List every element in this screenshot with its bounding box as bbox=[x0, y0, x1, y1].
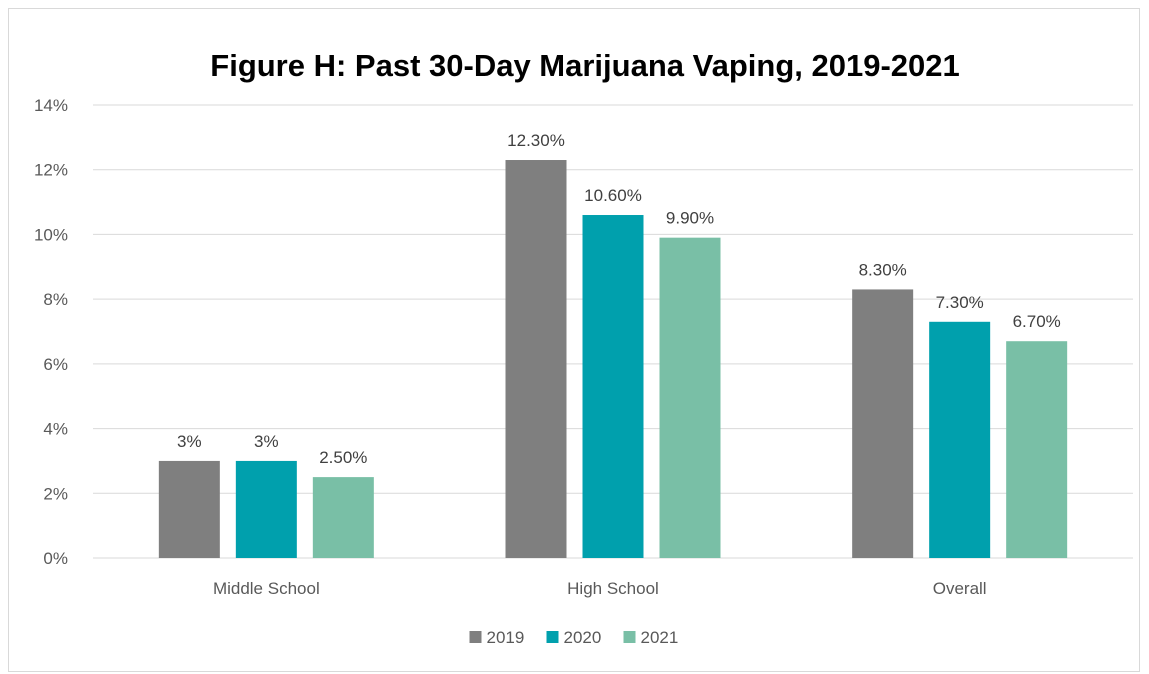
y-tick-label: 0% bbox=[43, 549, 68, 568]
data-label: 6.70% bbox=[1013, 312, 1061, 331]
y-axis-ticks: 0% 2% 4% 6% 8% 10% 12% 14% bbox=[34, 96, 68, 568]
data-label: 8.30% bbox=[859, 260, 907, 279]
y-tick-label: 2% bbox=[43, 484, 68, 503]
chart-title: Figure H: Past 30-Day Marijuana Vaping, … bbox=[210, 48, 959, 83]
data-label: 3% bbox=[177, 432, 202, 451]
y-tick-label: 12% bbox=[34, 161, 68, 180]
y-tick-label: 6% bbox=[43, 355, 68, 374]
bar-2021-middle-school bbox=[312, 477, 374, 558]
bar-2020-overall bbox=[929, 321, 991, 558]
bars bbox=[158, 160, 1068, 558]
bar-2020-high-school bbox=[582, 215, 644, 558]
data-label: 3% bbox=[254, 432, 279, 451]
bar-2021-overall bbox=[1006, 341, 1068, 558]
legend: 2019 2020 2021 bbox=[469, 628, 679, 647]
bar-2020-middle-school bbox=[235, 460, 297, 558]
data-labels: 3% 3% 2.50% 12.30% 10.60% 9.90% 8.30% 7.30% 6.70… bbox=[177, 131, 1061, 467]
category-label: Overall bbox=[933, 579, 987, 598]
legend-label-2021: 2021 bbox=[641, 628, 679, 647]
legend-swatch-2020 bbox=[546, 631, 559, 643]
data-label: 10.60% bbox=[584, 186, 642, 205]
category-label: Middle School bbox=[213, 579, 320, 598]
data-label: 7.30% bbox=[936, 293, 984, 312]
bar-2019-overall bbox=[852, 289, 914, 558]
category-labels: Middle School High School Overall bbox=[213, 579, 987, 598]
bar-2019-high-school bbox=[505, 160, 567, 558]
data-label: 9.90% bbox=[666, 209, 714, 228]
data-label: 12.30% bbox=[507, 131, 565, 150]
legend-swatch-2019 bbox=[469, 631, 482, 643]
data-label: 2.50% bbox=[319, 448, 367, 467]
bar-2021-high-school bbox=[659, 237, 721, 558]
y-tick-label: 10% bbox=[34, 225, 68, 244]
y-tick-label: 8% bbox=[43, 290, 68, 309]
legend-swatch-2021 bbox=[623, 631, 636, 643]
y-tick-label: 14% bbox=[34, 96, 68, 115]
legend-label-2020: 2020 bbox=[564, 628, 602, 647]
y-tick-label: 4% bbox=[43, 420, 68, 439]
bar-2019-middle-school bbox=[158, 460, 220, 558]
category-label: High School bbox=[567, 579, 659, 598]
legend-label-2019: 2019 bbox=[487, 628, 525, 647]
